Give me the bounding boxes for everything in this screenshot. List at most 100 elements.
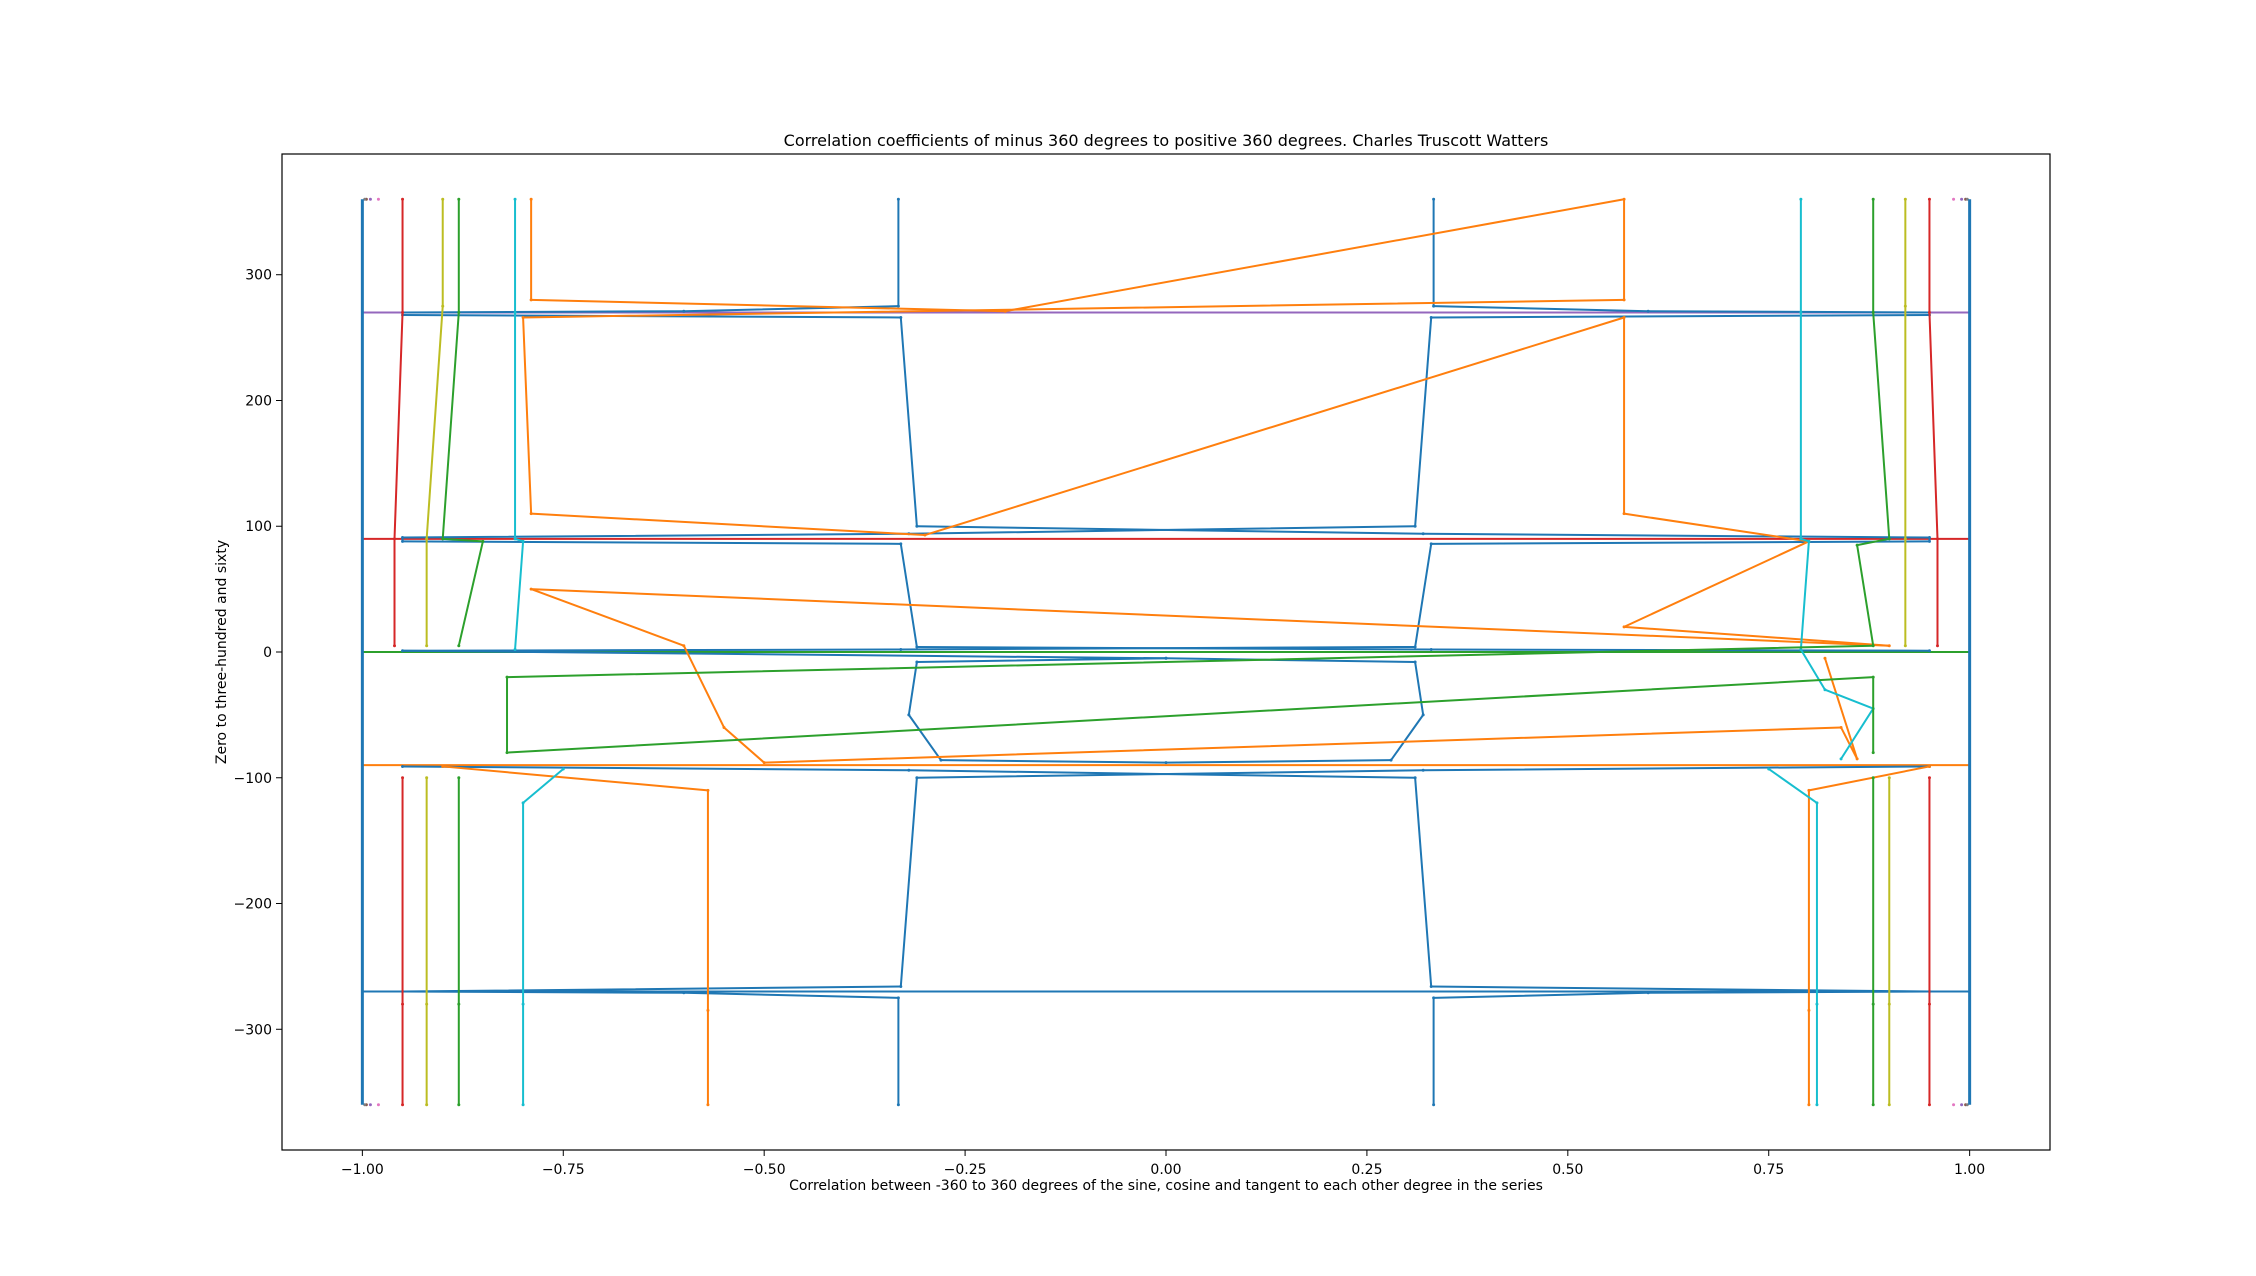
data-point	[1421, 532, 1425, 536]
data-point	[376, 197, 380, 201]
data-point	[1421, 713, 1425, 717]
data-point	[1429, 315, 1433, 319]
data-point	[529, 512, 533, 516]
series-segment	[1856, 537, 1891, 547]
data-point	[521, 801, 525, 805]
series-segment	[1422, 532, 1931, 539]
data-point	[457, 1103, 461, 1107]
series-segment	[1840, 707, 1875, 760]
x-tick-label: 1.00	[1954, 1162, 1985, 1178]
data-point	[401, 764, 405, 768]
data-point	[1815, 1103, 1819, 1107]
series-segment	[401, 540, 902, 545]
series-segment	[1390, 713, 1425, 762]
series-segment	[1165, 657, 1417, 664]
data-point	[1432, 197, 1436, 201]
data-point	[1815, 801, 1819, 805]
data-point	[1807, 1008, 1811, 1012]
data-point	[1413, 776, 1417, 780]
data-point	[1622, 197, 1626, 201]
series-segment	[425, 305, 444, 540]
data-point	[368, 197, 372, 201]
data-point	[425, 776, 429, 780]
data-point	[682, 644, 686, 648]
data-point	[513, 197, 517, 201]
data-point	[896, 996, 900, 1000]
series-segment	[401, 310, 685, 314]
data-point	[1887, 1103, 1891, 1107]
series-segment	[907, 661, 918, 716]
series-segment	[1004, 198, 1626, 313]
data-point	[1871, 751, 1875, 755]
data-point	[1871, 1002, 1875, 1006]
x-tick-label: −0.25	[944, 1162, 987, 1178]
data-point	[425, 644, 429, 648]
data-point	[363, 1103, 367, 1107]
y-axis-ticks: −300 −200 −100 0 100 200 300	[234, 268, 282, 1038]
data-point	[1965, 197, 1969, 201]
data-point	[363, 197, 367, 201]
series-4	[441, 197, 1891, 1107]
data-point	[1839, 725, 1843, 729]
data-point	[907, 713, 911, 717]
data-point	[1421, 768, 1425, 772]
data-point	[1927, 536, 1931, 540]
series-segment	[1767, 767, 1818, 804]
data-point	[521, 539, 525, 543]
data-point	[1432, 996, 1436, 1000]
data-point	[376, 1103, 380, 1107]
data-point	[1871, 776, 1875, 780]
series-segment	[1799, 540, 1810, 651]
data-point	[915, 660, 919, 664]
data-point	[457, 1002, 461, 1006]
data-point	[513, 310, 517, 314]
data-point	[529, 298, 533, 302]
series-segment	[522, 767, 565, 804]
data-point	[1429, 542, 1433, 546]
data-point	[1823, 688, 1827, 692]
series-segment	[530, 298, 1007, 313]
data-point	[899, 647, 903, 651]
data-point	[1807, 1103, 1811, 1107]
data-point	[513, 537, 517, 541]
data-point	[1839, 757, 1843, 761]
data-point	[1413, 660, 1417, 664]
data-point	[1807, 539, 1811, 543]
data-point	[1952, 1103, 1956, 1107]
series-segment	[907, 713, 942, 762]
series-segment	[514, 540, 525, 651]
data-point	[1799, 310, 1803, 314]
chart-title: Correlation coefficients of minus 360 de…	[784, 131, 1549, 150]
data-point	[1887, 1002, 1891, 1006]
data-point	[1429, 647, 1433, 651]
data-point	[1622, 512, 1626, 516]
series-segment	[522, 298, 1626, 319]
x-axis-label: Correlation between -360 to 360 degrees …	[789, 1178, 1543, 1194]
x-tick-label: −0.50	[743, 1162, 786, 1178]
data-point	[1799, 647, 1803, 651]
series-segment	[1647, 310, 1931, 314]
data-point	[1927, 649, 1931, 653]
series-8	[368, 197, 1964, 1107]
series-segment	[1430, 985, 1931, 993]
series-segment	[899, 776, 918, 988]
data-point	[425, 1103, 429, 1107]
series-3	[513, 197, 1875, 1107]
y-tick-label: −100	[234, 771, 272, 787]
series-segment	[457, 540, 484, 647]
data-point	[1927, 1103, 1931, 1107]
data-point	[899, 542, 903, 546]
series-5	[425, 197, 1907, 1107]
series-segment	[1432, 305, 1650, 313]
data-point	[1927, 539, 1931, 543]
series-segment	[682, 644, 725, 729]
y-tick-label: 300	[245, 268, 272, 284]
series-segment	[530, 512, 926, 537]
data-point	[1622, 625, 1626, 629]
series-segment	[1414, 542, 1433, 648]
data-point	[706, 788, 710, 792]
x-tick-label: −0.75	[542, 1162, 585, 1178]
x-tick-label: −1.00	[341, 1162, 384, 1178]
series-10	[363, 197, 1969, 1107]
data-point	[1903, 197, 1907, 201]
